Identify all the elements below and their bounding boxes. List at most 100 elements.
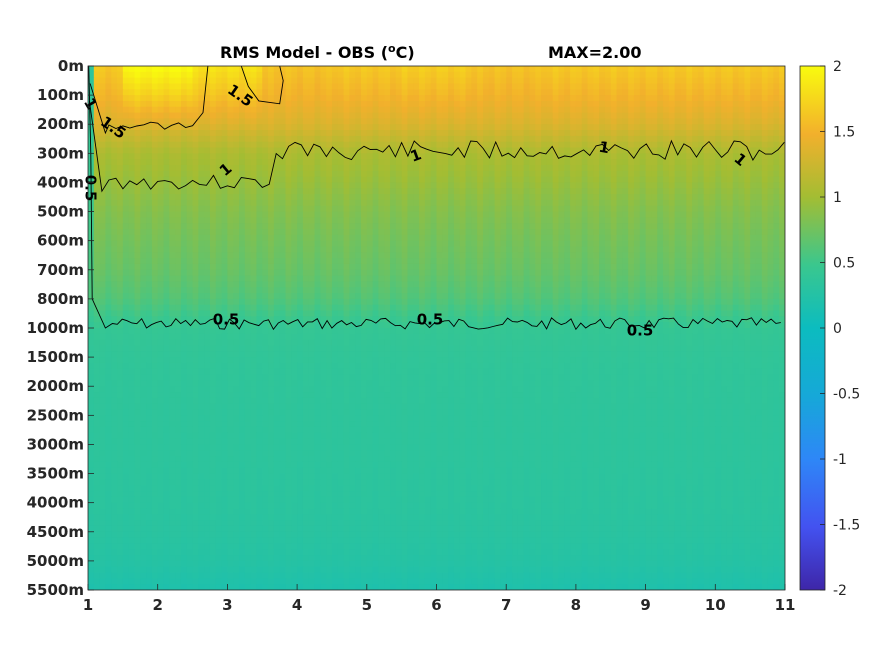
heatmap-cell — [424, 83, 432, 90]
heatmap-cell — [436, 182, 443, 189]
heatmap-cell — [291, 205, 298, 213]
heatmap-cell — [186, 211, 194, 218]
heatmap-cell — [535, 130, 542, 137]
heatmap-cell — [633, 170, 641, 178]
heatmap-cell — [657, 112, 664, 119]
heatmap-cell — [663, 106, 670, 114]
heatmap-cell — [715, 164, 722, 172]
heatmap-cell — [552, 95, 560, 102]
heatmap-cell — [390, 89, 397, 96]
heatmap-cell — [175, 258, 182, 265]
heatmap-cell — [314, 164, 321, 172]
heatmap-cell — [331, 77, 339, 85]
heatmap-cell — [221, 83, 228, 90]
heatmap-cell — [674, 217, 682, 224]
heatmap-cell — [134, 194, 141, 201]
heatmap-cell — [99, 194, 107, 201]
heatmap-cell — [575, 153, 583, 160]
heatmap-cell — [465, 118, 472, 125]
heatmap-cell — [180, 205, 188, 213]
heatmap-cell — [715, 141, 722, 149]
heatmap-cell — [593, 194, 600, 201]
heatmap-cell — [407, 83, 414, 90]
heatmap-cell — [314, 89, 321, 96]
heatmap-cell — [692, 106, 699, 114]
heatmap-cell — [477, 252, 484, 259]
heatmap-cell — [337, 130, 345, 137]
heatmap-cell — [256, 287, 263, 294]
heatmap-cell — [239, 199, 246, 207]
heatmap-cell — [134, 106, 141, 114]
heatmap-cell — [488, 89, 496, 96]
heatmap-cell — [355, 170, 362, 178]
heatmap-cell — [227, 287, 234, 294]
heatmap-cell — [488, 153, 496, 160]
heatmap-cell — [302, 124, 310, 131]
heatmap-cell — [273, 199, 281, 207]
heatmap-cell — [488, 118, 496, 125]
heatmap-cell — [157, 170, 165, 178]
heatmap-cell — [146, 71, 153, 79]
heatmap-cell — [442, 205, 449, 213]
heatmap-cell — [465, 159, 472, 166]
heatmap-cell — [360, 147, 368, 154]
heatmap-cell — [279, 246, 287, 253]
heatmap-cell — [692, 89, 699, 96]
heatmap-cell — [134, 188, 141, 195]
heatmap-cell — [668, 217, 676, 224]
heatmap-cell — [616, 95, 623, 102]
heatmap-cell — [198, 188, 205, 195]
heatmap-cell — [773, 287, 780, 294]
heatmap-cell — [122, 263, 130, 271]
heatmap-cell — [541, 234, 548, 242]
heatmap-cell — [308, 170, 316, 178]
heatmap-cell — [570, 240, 577, 248]
heatmap-cell — [779, 252, 785, 259]
heatmap-cell — [146, 164, 153, 172]
heatmap-cell — [198, 252, 205, 259]
heatmap-cell — [140, 66, 147, 73]
heatmap-cell — [273, 71, 281, 79]
heatmap-cell — [674, 188, 682, 195]
heatmap-cell — [419, 246, 426, 253]
heatmap-cell — [233, 130, 240, 137]
heatmap-cell — [140, 263, 147, 271]
heatmap-cell — [721, 71, 728, 79]
heatmap-cell — [692, 124, 699, 131]
heatmap-cell — [448, 170, 455, 178]
heatmap-cell — [692, 188, 699, 195]
heatmap-cell — [122, 281, 130, 288]
heatmap-cell — [610, 211, 618, 218]
heatmap-cell — [535, 194, 542, 201]
heatmap-cell — [680, 159, 687, 166]
heatmap-cell — [430, 240, 438, 248]
heatmap-cell — [721, 159, 728, 166]
heatmap-cell — [349, 95, 356, 102]
heatmap-cell — [355, 275, 362, 283]
heatmap-cell — [477, 83, 484, 90]
heatmap-cell — [221, 217, 228, 224]
heatmap-cell — [366, 252, 374, 259]
heatmap-cell — [517, 205, 525, 213]
heatmap-cell — [134, 112, 141, 119]
heatmap-cell — [180, 217, 188, 224]
heatmap-cell — [755, 258, 763, 265]
heatmap-cell — [738, 217, 745, 224]
heatmap-cell — [407, 223, 414, 230]
heatmap-cell — [233, 124, 240, 131]
heatmap-cell — [506, 304, 513, 312]
heatmap-cell — [215, 229, 223, 236]
heatmap-cell — [407, 89, 414, 96]
heatmap-cell — [169, 106, 176, 114]
heatmap-cell — [169, 83, 176, 90]
heatmap-cell — [163, 234, 170, 242]
heatmap-cell — [726, 89, 734, 96]
heatmap-cell — [488, 205, 496, 213]
heatmap-cell — [692, 298, 699, 306]
heatmap-cell — [570, 106, 577, 114]
heatmap-cell — [215, 66, 223, 73]
heatmap-cell — [633, 112, 641, 119]
heatmap-cell — [88, 95, 95, 102]
heatmap-cell — [721, 141, 728, 149]
heatmap-cell — [268, 275, 275, 283]
